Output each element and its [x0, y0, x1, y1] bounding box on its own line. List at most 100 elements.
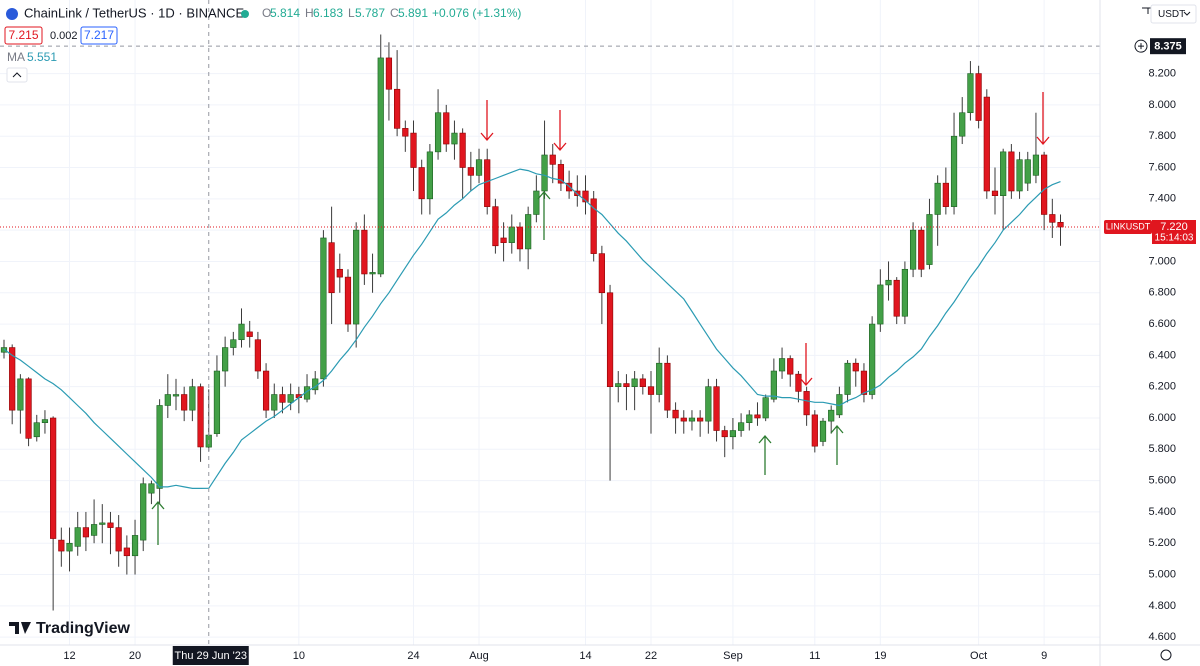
candle-body — [664, 362, 671, 411]
candle-body — [82, 527, 89, 538]
y-tick-label: 5.800 — [1148, 443, 1176, 455]
y-tick-label: 7.000 — [1148, 255, 1176, 267]
candle-body — [926, 214, 933, 265]
crosshair-plus-icon — [1138, 43, 1144, 50]
candle-body — [99, 522, 106, 525]
crosshair-price-badge — [1150, 38, 1186, 55]
ask[interactable]: 7.217 — [84, 28, 114, 42]
candle-body — [467, 167, 474, 176]
candle-body — [1024, 159, 1031, 184]
ohlc-value: 5.891 — [398, 6, 428, 20]
bid-box[interactable] — [4, 26, 43, 45]
crosshair-date: Thu 29 Jun '23 — [175, 650, 247, 662]
candle-body — [729, 430, 737, 438]
candle-body — [819, 420, 827, 442]
candle-body — [1000, 151, 1007, 196]
candle-body — [598, 253, 605, 294]
y-tick-label: 8.200 — [1148, 67, 1176, 79]
symbol-logo — [6, 8, 18, 20]
candle-body — [909, 229, 917, 270]
candle-body — [869, 323, 876, 395]
y-tick-label: 8.000 — [1148, 99, 1176, 111]
settings-gear[interactable] — [1160, 649, 1172, 661]
ohlc-letter: L — [348, 6, 355, 20]
sell-arrows — [480, 92, 1050, 386]
candle-body — [115, 527, 122, 552]
candle-body — [148, 483, 155, 494]
candle-body — [1057, 222, 1064, 228]
y-tick-label: 6.200 — [1148, 381, 1176, 393]
candle-body — [426, 151, 433, 200]
x-tick-label: 20 — [129, 650, 141, 662]
candle-body — [754, 414, 761, 419]
candle-body — [17, 378, 24, 411]
y-tick-label: 7.600 — [1148, 161, 1176, 173]
y-tick-label: 5.600 — [1148, 475, 1176, 487]
x-tick-label: Sep — [723, 650, 743, 662]
bid[interactable]: 7.215 — [8, 28, 38, 42]
status-dot — [241, 10, 249, 18]
candle-body — [164, 394, 171, 406]
candle-body — [475, 159, 483, 176]
candle-body — [541, 154, 548, 192]
candle-body — [811, 414, 818, 447]
candle-body — [1008, 151, 1015, 192]
candle-body — [410, 132, 417, 168]
candle-body — [1016, 159, 1023, 192]
x-tick-label: 12 — [63, 650, 75, 662]
candle-body — [828, 409, 835, 422]
candle-body — [770, 370, 777, 400]
candle-body — [418, 167, 425, 200]
candle-body — [361, 229, 368, 275]
candle-body — [353, 229, 360, 325]
x-tick-label: 19 — [874, 650, 886, 662]
candle-body — [746, 414, 753, 423]
candle-body — [197, 386, 204, 448]
candle-body — [377, 57, 384, 275]
ma-line — [3, 168, 1061, 489]
last-price: 7.220 — [1160, 221, 1188, 233]
candle-body — [33, 422, 40, 438]
spread: 0.002 — [50, 30, 78, 42]
x-tick-label: Oct — [970, 650, 987, 662]
candle-body — [131, 535, 139, 557]
currency[interactable]: USDT — [1158, 9, 1185, 20]
annotations — [151, 92, 1050, 545]
y-tick-label: 6.600 — [1148, 318, 1176, 330]
candle-body — [246, 331, 253, 337]
candle-body — [631, 378, 638, 387]
brand-logo — [9, 622, 31, 634]
collapse-button[interactable] — [6, 67, 28, 83]
indicator-name: MA — [7, 50, 25, 64]
candle-body — [516, 226, 524, 250]
candle-body — [934, 182, 941, 215]
candle-body — [123, 547, 130, 557]
candle-body — [181, 394, 188, 411]
x-tick-label: Aug — [469, 650, 489, 662]
candle-body — [860, 370, 868, 395]
x-tick-label: 22 — [645, 650, 657, 662]
candle-body — [803, 391, 810, 416]
x-tick-label: 11 — [809, 650, 820, 662]
candle-body — [287, 394, 294, 403]
buy-arrows — [151, 191, 844, 545]
candle-body — [762, 397, 769, 419]
candle-body — [639, 378, 646, 387]
candle-body — [713, 386, 720, 431]
candle-body — [492, 206, 499, 247]
y-tick-label: 6.400 — [1148, 349, 1176, 361]
candle-body — [500, 237, 507, 243]
crosshair-date-badge — [172, 646, 249, 665]
candle-body — [991, 190, 999, 196]
indicator-value: 5.551 — [27, 50, 57, 64]
currency-dropdown[interactable] — [1150, 4, 1197, 24]
candle-body — [885, 279, 892, 286]
candle-body — [50, 417, 57, 539]
ohlc-letter: H — [305, 6, 314, 20]
candle-body — [41, 419, 49, 423]
y-tick-label: 6.000 — [1148, 412, 1176, 424]
last-price-badge — [1152, 220, 1196, 245]
candle-body — [975, 73, 982, 121]
ask-box[interactable] — [80, 26, 118, 45]
x-tick-label: 9 — [1041, 650, 1047, 662]
